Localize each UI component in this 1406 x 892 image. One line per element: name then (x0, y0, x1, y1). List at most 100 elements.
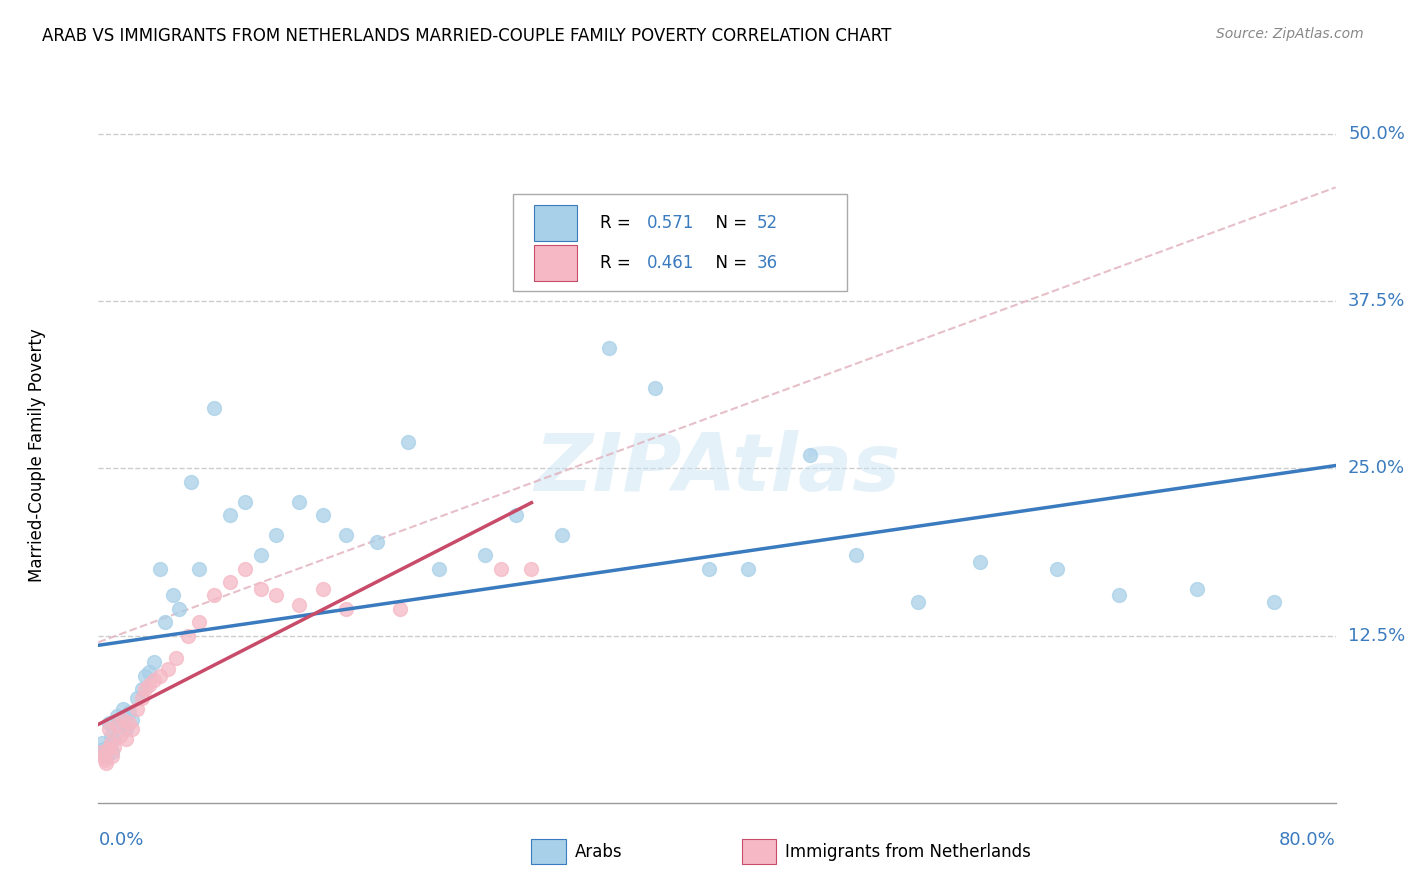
Point (93, 753, 115, 767)
Text: N =: N = (704, 214, 752, 232)
Text: 80.0%: 80.0% (1279, 830, 1336, 848)
Point (1185, 582, 1208, 596)
Point (427, 562, 450, 576)
Point (366, 535, 388, 549)
Point (288, 494, 311, 508)
Point (127, 702, 149, 716)
Point (93, 745, 115, 759)
Point (162, 589, 184, 603)
Point (312, 582, 335, 596)
Text: Source: ZipAtlas.com: Source: ZipAtlas.com (1216, 27, 1364, 41)
Point (520, 562, 543, 576)
Bar (534, 244, 578, 281)
Point (233, 494, 257, 508)
Point (103, 731, 125, 746)
Point (1263, 595, 1285, 609)
Point (121, 713, 143, 727)
Point (219, 575, 242, 590)
Bar (742, 839, 776, 864)
Point (551, 528, 574, 542)
Point (644, 381, 666, 395)
Point (103, 739, 125, 754)
Point (105, 708, 128, 723)
Point (101, 745, 124, 759)
Point (100, 735, 122, 749)
Text: 37.5%: 37.5% (1348, 292, 1406, 310)
Point (96, 749, 118, 764)
Point (388, 602, 412, 616)
Point (134, 681, 156, 696)
Text: N =: N = (704, 253, 752, 271)
Point (180, 475, 202, 489)
Point (97, 742, 120, 756)
Point (598, 341, 620, 355)
Point (143, 655, 166, 669)
Text: Married-Couple Family Poverty: Married-Couple Family Poverty (28, 328, 45, 582)
Point (115, 723, 138, 737)
Point (105, 718, 128, 732)
Point (96, 756, 118, 770)
Point (1046, 562, 1069, 576)
Point (98, 723, 121, 737)
Point (165, 651, 187, 665)
Bar (531, 839, 567, 864)
Point (118, 705, 141, 719)
Point (157, 662, 180, 676)
Text: 36: 36 (756, 253, 778, 271)
Point (131, 681, 153, 696)
Point (121, 723, 143, 737)
Point (153, 615, 176, 630)
Point (112, 713, 135, 727)
Point (91, 742, 114, 756)
Point (100, 729, 122, 743)
Text: 25.0%: 25.0% (1348, 459, 1405, 477)
Point (335, 602, 357, 616)
Point (204, 401, 226, 416)
Point (98, 715, 121, 730)
FancyBboxPatch shape (513, 194, 846, 292)
Point (188, 615, 211, 630)
Bar (534, 205, 578, 241)
Text: 0.0%: 0.0% (98, 830, 143, 848)
Text: 52: 52 (756, 214, 778, 232)
Point (233, 562, 257, 576)
Text: R =: R = (599, 214, 636, 232)
Point (474, 548, 496, 563)
Point (143, 673, 166, 687)
Point (264, 589, 288, 603)
Text: ZIPAtlas: ZIPAtlas (534, 430, 900, 508)
Point (288, 598, 311, 612)
Point (149, 562, 172, 576)
Text: ARAB VS IMMIGRANTS FROM NETHERLANDS MARRIED-COUPLE FAMILY POVERTY CORRELATION CH: ARAB VS IMMIGRANTS FROM NETHERLANDS MARR… (42, 27, 891, 45)
Text: Immigrants from Netherlands: Immigrants from Netherlands (785, 843, 1031, 861)
Point (264, 528, 288, 542)
Point (118, 715, 141, 730)
Point (799, 448, 821, 462)
Point (97, 739, 120, 754)
Point (101, 749, 124, 764)
Point (969, 555, 991, 569)
Point (845, 548, 868, 563)
Point (335, 528, 357, 542)
Point (699, 562, 721, 576)
Point (149, 669, 172, 683)
Point (250, 582, 273, 596)
Point (1108, 589, 1130, 603)
Point (396, 434, 419, 449)
Text: 12.5%: 12.5% (1348, 626, 1406, 645)
Point (177, 628, 200, 642)
Point (489, 562, 512, 576)
Text: Arabs: Arabs (575, 843, 623, 861)
Point (250, 548, 273, 563)
Point (90, 745, 112, 759)
Point (505, 508, 527, 523)
Point (188, 562, 211, 576)
Text: 0.571: 0.571 (647, 214, 695, 232)
Point (91, 749, 114, 764)
Point (737, 562, 759, 576)
Text: R =: R = (599, 253, 636, 271)
Point (204, 589, 226, 603)
Text: 50.0%: 50.0% (1348, 125, 1405, 143)
Point (108, 729, 131, 743)
Point (134, 669, 156, 683)
